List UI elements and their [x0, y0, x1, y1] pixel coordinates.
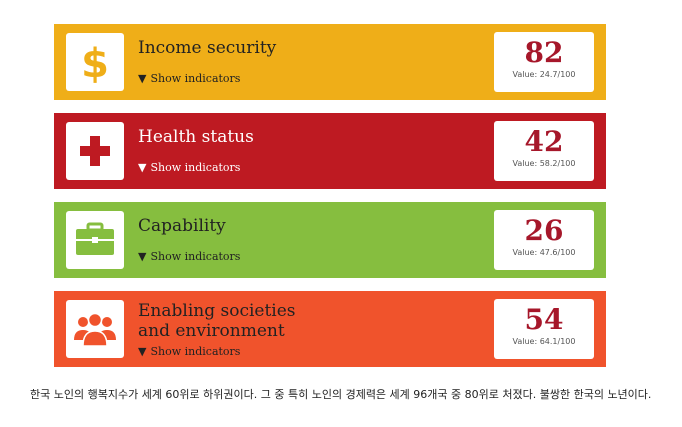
- score-value: 82: [524, 36, 564, 69]
- capability-card: Capability ▼ Show indicators 26 Value: 47…: [54, 202, 606, 278]
- health-icon-box: [66, 122, 124, 180]
- income-security-card: $ Income security ▼ Show indicators 82 Va…: [54, 24, 606, 100]
- triangle-down-icon: ▼: [138, 72, 147, 85]
- capability-icon-box: [66, 211, 124, 269]
- health-status-card: Health status ▼ Show indicators 42 Value:…: [54, 113, 606, 189]
- score-value: 54: [524, 303, 564, 336]
- score-box: 82 Value: 24.7/100: [494, 32, 594, 92]
- score-box: 42 Value: 58.2/100: [494, 121, 594, 181]
- score-value: 26: [524, 214, 564, 247]
- triangle-down-icon: ▼: [138, 161, 147, 174]
- score-detail: Value: 58.2/100: [512, 159, 576, 168]
- triangle-down-icon: ▼: [138, 250, 147, 263]
- score-detail: Value: 24.7/100: [512, 70, 576, 79]
- show-indicators-toggle[interactable]: ▼ Show indicators: [138, 72, 240, 85]
- dollar-icon: $: [81, 41, 109, 87]
- medical-cross-icon: [80, 136, 110, 166]
- card-title: Enabling societies and environment: [138, 301, 296, 341]
- svg-text:$: $: [81, 41, 109, 87]
- people-icon: [74, 312, 116, 347]
- triangle-down-icon: ▼: [138, 345, 147, 358]
- caption-text: 한국 노인의 행복지수가 세계 60위로 하위권이다. 그 중 특히 노인의 경…: [30, 388, 652, 401]
- enabling-icon-box: [66, 300, 124, 358]
- show-indicators-toggle[interactable]: ▼ Show indicators: [138, 250, 240, 263]
- card-title: Capability: [138, 216, 226, 236]
- card-title: Health status: [138, 127, 254, 147]
- enabling-societies-card: Enabling societies and environment ▼ Show…: [54, 291, 606, 367]
- briefcase-icon: [76, 222, 114, 255]
- show-indicators-toggle[interactable]: ▼ Show indicators: [138, 161, 240, 174]
- score-detail: Value: 47.6/100: [512, 248, 576, 257]
- card-title: Income security: [138, 38, 277, 58]
- score-value: 42: [524, 125, 564, 158]
- score-detail: Value: 64.1/100: [512, 337, 576, 346]
- score-box: 26 Value: 47.6/100: [494, 210, 594, 270]
- score-box: 54 Value: 64.1/100: [494, 299, 594, 359]
- toggle-label: Show indicators: [150, 250, 241, 263]
- income-icon-box: $: [66, 33, 124, 91]
- toggle-label: Show indicators: [150, 161, 241, 174]
- toggle-label: Show indicators: [150, 345, 241, 358]
- toggle-label: Show indicators: [150, 72, 241, 85]
- show-indicators-toggle[interactable]: ▼ Show indicators: [138, 345, 240, 358]
